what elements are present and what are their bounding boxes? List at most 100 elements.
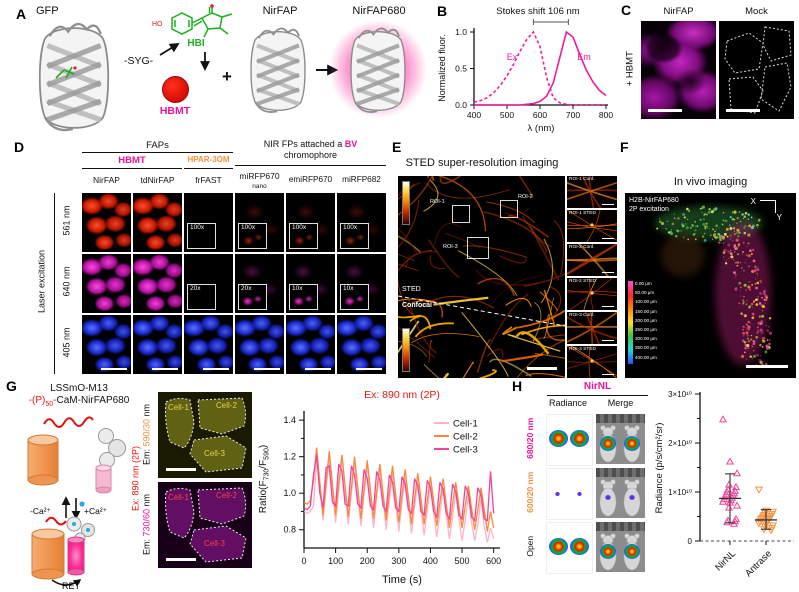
radiance-scatter-chart: 0 1×10¹⁰ 2×10¹⁰ 3×10¹⁰ Radiance (p/s/cm²/sr)… bbox=[654, 390, 794, 579]
d-col-emirfp670: emiRFP670 bbox=[288, 175, 333, 184]
d-col-tdnirfap: tdNirFAP bbox=[140, 175, 175, 185]
intensity-colorbar-sted bbox=[402, 181, 410, 225]
scale-bar bbox=[602, 305, 614, 307]
depth-label: 50.00 μm bbox=[635, 290, 655, 296]
roi-2-label: ROI-2 bbox=[518, 194, 533, 200]
d-tile-561-tdnirfap bbox=[133, 193, 182, 252]
roi-3-label: ROI-3 bbox=[443, 244, 458, 250]
e-roi2-sted-tile: ROI-2 STED bbox=[557, 269, 627, 318]
panel-letter-d: D bbox=[14, 139, 25, 155]
d-tile-561-mirfp682: 100x bbox=[337, 193, 386, 252]
panel-letter-b: B bbox=[437, 3, 448, 19]
svg-text:Antrase: Antrase bbox=[743, 548, 774, 579]
c-nirfap-image bbox=[641, 21, 716, 119]
d-nirfps-underline bbox=[235, 165, 386, 166]
g-construct-line2: -(P)50-CaM-NirFAP680 bbox=[2, 395, 156, 409]
inset-label: 100x bbox=[292, 224, 307, 231]
cell-2-label: Cell-2 bbox=[216, 401, 237, 410]
plus-ca-label: +Ca²⁺ bbox=[84, 506, 108, 516]
sted-filaments-art bbox=[341, 160, 612, 410]
svg-text:500: 500 bbox=[500, 110, 514, 120]
hbi-structure: HO HBI bbox=[152, 4, 233, 49]
e-roi1-sted-tile: ROI-1 STED bbox=[557, 201, 627, 249]
svg-text:Cell-2: Cell-2 bbox=[453, 432, 478, 443]
h-merge-680 bbox=[596, 414, 645, 464]
d-tile-405-mirfp670nano bbox=[235, 315, 284, 374]
d-tile-640-nirfap bbox=[82, 254, 131, 313]
e-roi3-conf-tile: ROI-3 Conf. bbox=[557, 303, 627, 352]
inset-20x: 20x bbox=[238, 284, 267, 310]
scale-bar bbox=[166, 468, 196, 471]
d-tile-640-tdnirfap bbox=[133, 254, 182, 313]
d-tile-405-nirfap bbox=[82, 315, 131, 374]
nirfap-barrel-structure bbox=[246, 24, 310, 118]
svg-text:3×10¹⁰: 3×10¹⁰ bbox=[668, 390, 692, 399]
e-sted-image: STED Confocal ROI-1 ROI-2 ROI-3 bbox=[341, 160, 612, 410]
d-bv-highlight: BV bbox=[344, 139, 358, 149]
mock-cell-outlines bbox=[724, 26, 792, 114]
d-row-561: 561 nm bbox=[61, 205, 72, 236]
scale-bar bbox=[602, 203, 614, 205]
h-radiance-600 bbox=[546, 468, 593, 520]
d-sub-hbmt: HBMT bbox=[118, 155, 146, 166]
scale-bar bbox=[726, 109, 760, 112]
d-tile-561-frfast: 100x bbox=[184, 193, 233, 252]
svg-text:λ (nm): λ (nm) bbox=[528, 123, 555, 134]
d-col-mirfp682: miRFP682 bbox=[342, 175, 381, 184]
f-axis-x-label: X bbox=[750, 197, 756, 206]
scale-bar bbox=[356, 367, 382, 370]
roi-1-label: ROI-1 bbox=[430, 199, 445, 205]
p50-linker-squiggle bbox=[43, 416, 94, 428]
gfp-label: GFP bbox=[36, 5, 59, 17]
scale-bar bbox=[602, 237, 614, 239]
svg-text:800: 800 bbox=[599, 110, 613, 120]
svg-text:Stokes shift 106 nm: Stokes shift 106 nm bbox=[496, 6, 580, 17]
roi-2-box bbox=[500, 200, 518, 218]
d-col-mirfp670-name: miRFP670 bbox=[239, 171, 280, 181]
svg-text:0.5: 0.5 bbox=[455, 64, 467, 74]
d-col-mirfp670-sub: nano bbox=[252, 182, 267, 190]
svg-text:Ratio(F730/F590): Ratio(F730/F590) bbox=[258, 445, 271, 513]
c-mock-image bbox=[719, 21, 794, 119]
d-tile-561-mirfp670nano: 100x bbox=[235, 193, 284, 252]
c-col-mock: Mock bbox=[745, 6, 768, 17]
panel-letter-a: A bbox=[16, 6, 27, 22]
scale-bar bbox=[602, 271, 614, 273]
d-laser-bracket-line bbox=[54, 193, 55, 374]
d-tile-561-emirfp670: 100x bbox=[286, 193, 335, 252]
g-p50-red: -(P) bbox=[28, 395, 46, 406]
ho-atom-label: HO bbox=[152, 21, 163, 28]
nirfap-label: NirFAP bbox=[262, 5, 298, 17]
hbmt-label: HBMT bbox=[159, 105, 191, 117]
f-depth-colorbar bbox=[628, 281, 633, 364]
cell-3-label: Cell-3 bbox=[204, 449, 225, 458]
f-axis-glyph bbox=[760, 200, 776, 213]
g-cells-730-image: Cell-1 Cell-2 Cell-3 bbox=[158, 482, 252, 568]
h-merge-600 bbox=[596, 468, 645, 518]
svg-text:1.0: 1.0 bbox=[455, 27, 467, 37]
spectra-chart: 400 500 600 700 800 0.0 0.5 1.0 λ (nm) Normalized… bbox=[437, 6, 613, 134]
inset-label: 20x bbox=[241, 285, 252, 292]
d-group-nirfps-line1: NIR FPs attached a BV bbox=[235, 140, 386, 149]
d-col-frfast: frFAST bbox=[195, 175, 222, 185]
scale-bar bbox=[648, 109, 682, 112]
e-strip-label: ROI-2 Conf. bbox=[569, 245, 595, 250]
svg-text:2×10¹⁰: 2×10¹⁰ bbox=[668, 439, 692, 448]
roi-3-box bbox=[467, 237, 489, 259]
h-col-radiance: Radiance bbox=[548, 398, 588, 408]
d-sub-hpar3om: HPAR-3OM bbox=[187, 155, 230, 164]
svg-text:200: 200 bbox=[360, 556, 375, 566]
h-title-nirnl: NirNL bbox=[583, 381, 612, 392]
g-p50-dash: - bbox=[53, 395, 57, 406]
scale-bar bbox=[254, 367, 280, 370]
d-tile-640-mirfp682: 10x bbox=[337, 254, 386, 313]
svg-text:500: 500 bbox=[455, 556, 470, 566]
g-construct-line1: LSSmO-M13 bbox=[50, 383, 108, 394]
svg-text:0.8: 0.8 bbox=[283, 525, 296, 535]
inset-10x: 10x bbox=[289, 284, 318, 310]
depth-label: 100.00 μm bbox=[635, 299, 657, 305]
inset-100x: 100x bbox=[289, 223, 318, 249]
scale-bar bbox=[166, 558, 196, 561]
svg-text:400: 400 bbox=[423, 556, 438, 566]
